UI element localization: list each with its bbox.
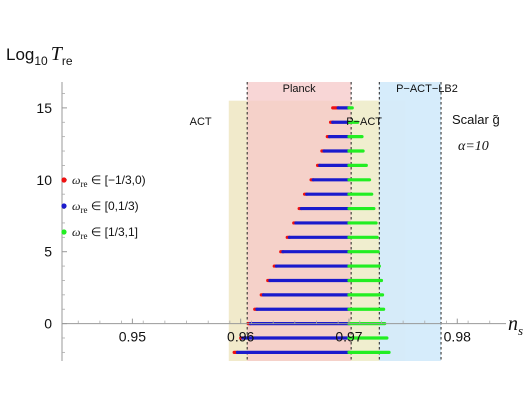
y-axis-label-prefix: Log xyxy=(6,45,34,64)
legend-marker-1 xyxy=(61,203,67,209)
region-label-act: ACT xyxy=(190,116,212,128)
y-tick-label-3: 15 xyxy=(36,100,52,116)
model-annotation: Scalar g̃ xyxy=(452,112,500,127)
x-axis-label: ns xyxy=(508,313,523,338)
legend-label-1: ωre ∈ [0,1/3) xyxy=(72,199,139,215)
x-tick-label-0: 0.95 xyxy=(119,329,146,345)
x-axis-label-base: n xyxy=(508,313,518,335)
alpha-annotation: α=10 xyxy=(458,139,489,154)
legend-symbol: ω xyxy=(72,225,80,239)
x-tick-label-1: 0.96 xyxy=(227,329,254,345)
region-p-act-lb2 xyxy=(379,82,442,361)
y-axis-label-prefix-sub: 10 xyxy=(34,54,48,68)
legend-symbol: ω xyxy=(72,173,80,187)
region-label-planck: Planck xyxy=(283,83,317,95)
axes-layer xyxy=(61,82,506,361)
legend-marker-0 xyxy=(61,177,67,183)
ticks-layer: 0.95 0.96 0.97 0.98 0 5 10 15 xyxy=(36,93,491,353)
series-layer xyxy=(232,106,391,354)
y-tick-label-0: 0 xyxy=(44,316,52,332)
legend-symbol-sub: re xyxy=(80,205,87,215)
legend-label-2: ωre ∈ [1/3,1] xyxy=(72,225,138,241)
dashed-lines-layer xyxy=(246,82,442,361)
region-label-p-act: P−ACT xyxy=(346,116,382,128)
y-tick-label-2: 10 xyxy=(36,172,52,188)
y-tick-label-1: 5 xyxy=(44,244,52,260)
legend-marker-2 xyxy=(61,229,67,235)
x-axis-label-sub: s xyxy=(518,323,523,338)
y-axis-label-var: T xyxy=(51,43,64,65)
legend-range: ∈ [−1/3,0) xyxy=(87,173,145,187)
legend: ωre ∈ [−1/3,0)ωre ∈ [0,1/3)ωre ∈ [1/3,1] xyxy=(61,173,146,241)
region-p-act xyxy=(351,100,380,362)
legend-label-0: ωre ∈ [−1/3,0) xyxy=(72,173,146,189)
region-label-p-act-lb2: P−ACT−LB2 xyxy=(396,83,458,95)
legend-range: ∈ [1/3,1] xyxy=(87,225,137,239)
y-axis-label-var-sub: re xyxy=(62,54,73,68)
x-tick-label-2: 0.97 xyxy=(335,329,362,345)
y-axis-label: Log10 Tre xyxy=(6,43,73,68)
x-tick-label-3: 0.98 xyxy=(444,329,471,345)
legend-symbol-sub: re xyxy=(80,231,87,241)
legend-symbol: ω xyxy=(72,199,80,213)
legend-range: ∈ [0,1/3) xyxy=(87,199,138,213)
legend-symbol-sub: re xyxy=(80,179,87,189)
region-labels-layer: ACT Planck P−ACT P−ACT−LB2 xyxy=(190,83,458,128)
